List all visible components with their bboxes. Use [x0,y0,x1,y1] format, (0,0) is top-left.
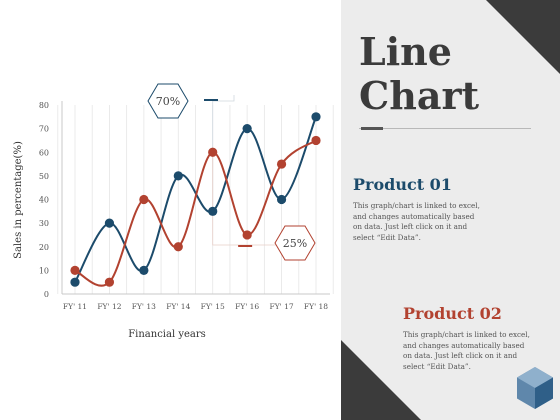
title-line-1: Line [359,29,452,74]
chart-axes [61,101,330,295]
annotation-label: 25% [283,237,307,250]
data-point-series-1 [242,124,252,134]
product-01-heading: Product 01 [353,175,452,194]
product-01-desc-line: This graph/chart is linked to excel, [353,201,480,210]
product-01-desc-line: select “Edit Data”. [353,232,421,242]
x-axis-title: Financial years [128,329,206,340]
hexagon-logo-icon [517,367,553,409]
y-axis-title: Sales in percentage(%) [13,141,24,259]
product-02-desc-line: and changes automatically based [403,340,525,350]
product-01-desc-line: on data. Just left click on it and [353,222,468,231]
corner-triangle-top [486,0,560,74]
data-point-series-1 [139,265,149,275]
y-tick-label: 40 [39,196,49,205]
x-tick-label: FY' 16 [235,302,259,311]
corner-triangle-bottom [341,340,421,420]
data-point-series-2 [208,147,218,157]
y-tick-label: 30 [39,219,49,228]
x-tick-label: FY' 11 [63,302,87,311]
chart-points [70,112,321,287]
annotation-callout-hexagon [274,225,316,261]
data-point-series-1 [276,194,287,205]
annotation-callout-hexagon [147,83,189,119]
title-divider-accent [361,127,383,130]
y-tick-label: 0 [44,290,49,299]
data-point-series-2 [276,159,287,169]
x-tick-label: FY' 17 [269,302,293,311]
series-line-2 [74,139,317,287]
x-tick-label: FY' 12 [97,302,121,311]
data-point-series-1 [311,112,321,122]
line-chart: 70% 25% 0 10 20 30 40 50 60 70 80 FY' 11 FY' 12 FY' … [13,83,334,340]
x-tick-label: FY' 15 [201,302,225,311]
data-point-series-2 [104,277,115,287]
slide-title: Line Chart [359,30,479,118]
y-tick-label: 60 [39,148,49,157]
right-panel: Line Chart Product 01 This graph/chart i… [341,0,560,420]
x-tick-label: FY' 13 [132,302,156,311]
product-02-desc-line: on data. Just left click on it and [403,351,518,360]
product-01-description: This graph/chart is linked to excel, and… [353,201,503,243]
product-02-desc-line: This graph/chart is linked to excel, [403,330,530,339]
y-tick-label: 50 [39,172,49,181]
data-point-series-1 [208,206,218,216]
product-02-desc-line: select “Edit Data”. [403,361,471,371]
data-point-series-1 [104,218,115,228]
chart-labels: 0 10 20 30 40 50 60 70 80 FY' 11 FY' 12 FY' 13 FY' 1… [13,101,328,340]
title-divider [359,128,531,129]
title-line-2: Chart [359,73,480,118]
product-02-description: This graph/chart is linked to excel, and… [403,330,553,372]
data-point-series-2 [139,194,149,205]
annotation-label: 70% [156,95,180,108]
y-tick-label: 80 [39,101,49,110]
product-01-desc-line: and changes automatically based [353,211,475,221]
data-point-series-2 [242,230,252,240]
data-point-series-1 [173,171,183,181]
x-tick-label: FY' 18 [304,302,328,311]
product-02-heading: Product 02 [403,304,502,323]
y-tick-label: 70 [39,125,49,134]
data-point-series-1 [70,277,80,287]
data-point-series-2 [173,242,183,252]
data-point-series-2 [70,265,80,275]
chart-annotations: 70% 25% [147,83,316,261]
y-tick-label: 20 [39,243,49,252]
y-tick-label: 10 [39,266,49,275]
x-tick-label: FY' 14 [166,302,190,311]
data-point-series-2 [311,135,321,146]
annotation-leader-line [212,152,276,246]
